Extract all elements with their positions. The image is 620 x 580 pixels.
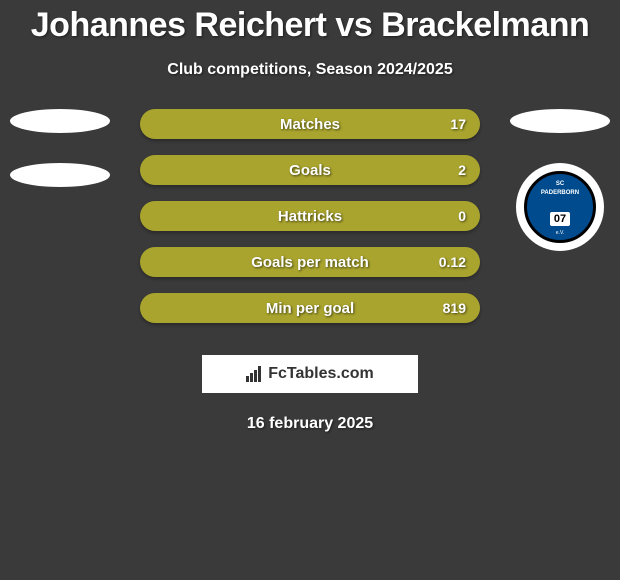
stat-bar: Hattricks 0 bbox=[140, 201, 480, 231]
date-label: 16 february 2025 bbox=[0, 415, 620, 433]
stat-value: 819 bbox=[443, 300, 466, 316]
comparison-content: SC PADERBORN 07 e.V. Matches 17 Goals 2 … bbox=[0, 109, 620, 433]
club-badge-number: 07 bbox=[550, 212, 570, 226]
site-name: FcTables.com bbox=[268, 365, 374, 383]
left-player-badges bbox=[10, 109, 110, 217]
stat-label: Goals bbox=[289, 162, 331, 179]
stat-value: 2 bbox=[458, 162, 466, 178]
club-text-line2: PADERBORN bbox=[541, 190, 579, 196]
paderborn-shield: SC PADERBORN 07 e.V. bbox=[524, 171, 596, 243]
stat-label: Min per goal bbox=[266, 300, 354, 317]
stat-label: Goals per match bbox=[251, 254, 369, 271]
page-title: Johannes Reichert vs Brackelmann bbox=[0, 0, 620, 45]
stat-bar: Goals per match 0.12 bbox=[140, 247, 480, 277]
club-suffix: e.V. bbox=[556, 230, 564, 236]
club-text-line1: SC bbox=[556, 181, 564, 187]
bars-icon bbox=[246, 366, 264, 382]
stat-value: 0.12 bbox=[439, 254, 466, 270]
right-player-badges: SC PADERBORN 07 e.V. bbox=[510, 109, 610, 251]
stat-value: 0 bbox=[458, 208, 466, 224]
subtitle: Club competitions, Season 2024/2025 bbox=[0, 61, 620, 79]
stat-label: Hattricks bbox=[278, 208, 342, 225]
player-photo-placeholder bbox=[510, 109, 610, 133]
stats-bars: Matches 17 Goals 2 Hattricks 0 Goals per… bbox=[140, 109, 480, 323]
stat-bar: Goals 2 bbox=[140, 155, 480, 185]
club-logo-paderborn: SC PADERBORN 07 e.V. bbox=[516, 163, 604, 251]
club-logo-placeholder bbox=[10, 163, 110, 187]
stat-label: Matches bbox=[280, 116, 340, 133]
site-branding-box: FcTables.com bbox=[202, 355, 418, 393]
stat-bar: Matches 17 bbox=[140, 109, 480, 139]
player-photo-placeholder bbox=[10, 109, 110, 133]
stat-bar: Min per goal 819 bbox=[140, 293, 480, 323]
stat-value: 17 bbox=[450, 116, 466, 132]
